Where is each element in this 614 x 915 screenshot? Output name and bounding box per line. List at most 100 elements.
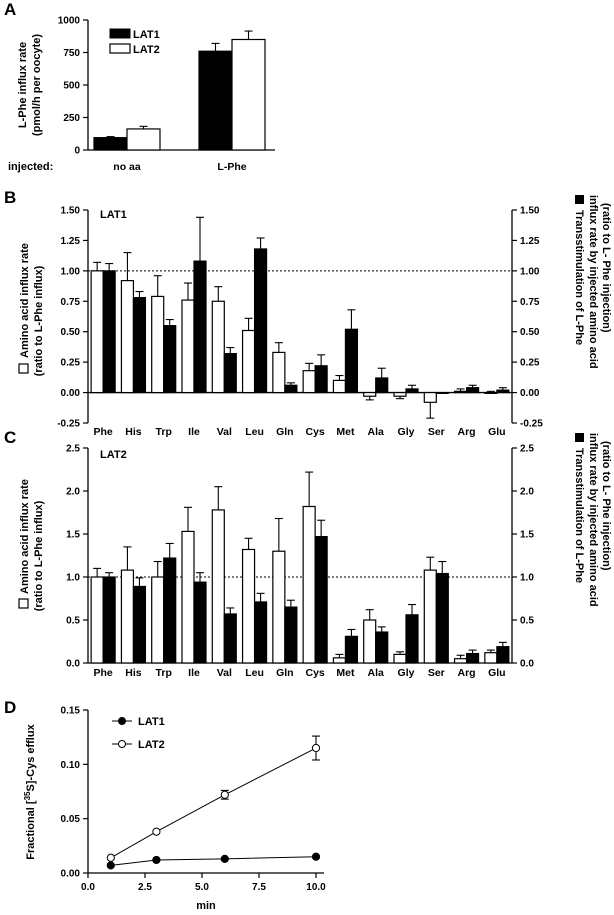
panel-c-bar-transstimulation <box>314 535 328 664</box>
panel-c-category-label: Ile <box>188 667 200 679</box>
panel-a-ytick-label: 250 <box>63 113 80 124</box>
panel-c-bar-transstimulation <box>375 631 389 664</box>
panel-c-category-label: Phe <box>94 667 113 679</box>
panel-c-category-label: Gln <box>276 667 294 679</box>
panel-c-category-label: Arg <box>458 667 476 679</box>
panel-c-category-label: Leu <box>245 667 264 679</box>
panel-c-ytick-right-label: 2.5 <box>520 444 534 455</box>
panel-b-bar-influx <box>272 351 286 394</box>
panel-b-bar-influx <box>484 391 498 394</box>
panel-b-category-label: Ala <box>368 426 385 438</box>
panel-c-category-label: Trp <box>156 667 172 679</box>
panel-d-ytick-label: 0.05 <box>61 814 81 825</box>
panel-b-category-label: Met <box>336 426 355 438</box>
panel-b-category-label: Ser <box>428 426 445 438</box>
panel-c-ylabel2-line2: influx rate by injected amino acid <box>587 433 599 607</box>
panel-b-bar-transstimulation <box>375 377 389 394</box>
panel-d-lat1-point <box>311 852 321 861</box>
panel-d-label: D <box>4 698 16 717</box>
panel-c-bar-transstimulation <box>223 613 237 664</box>
panel-a-xlabel: injected: <box>8 161 53 173</box>
panel-b-category-label: Glu <box>488 426 506 438</box>
panel-c-bar-transstimulation <box>102 576 116 664</box>
panel-b-ytick-left-label: 1.50 <box>61 206 81 217</box>
panel-a-category-label: L-Phe <box>217 161 246 173</box>
panel-b-ylabel2-line3: (ratio to L- Phe injection) <box>600 203 612 333</box>
panel-c-bar-influx <box>332 657 347 664</box>
panel-c-bar-influx <box>453 658 468 664</box>
panel-c-ytick-left-label: 0.5 <box>66 616 80 627</box>
panel-b-ytick-left-label: 0.00 <box>61 388 81 399</box>
panel-b-bar-influx <box>332 379 347 394</box>
panel-b-bar-transstimulation <box>344 328 359 394</box>
panel-b-category-label: Gly <box>398 426 415 438</box>
panel-c-category-label: Glu <box>488 667 506 679</box>
panel-b-category-label: Trp <box>156 426 172 438</box>
panel-c-bar-transstimulation <box>132 585 147 664</box>
panel-d-ylabel: Fractional [35S]-Cys efflux <box>23 723 38 859</box>
panel-b-ytick-right-label: 1.50 <box>520 206 540 217</box>
panel-c-bar-influx <box>90 576 104 664</box>
panel-a-ytick-label: 750 <box>63 48 80 59</box>
panel-d-xtick-label: 10.0 <box>306 882 326 893</box>
panel-d-lat1-point <box>152 855 161 865</box>
panel-d-xtick-label: 0.0 <box>81 882 95 893</box>
panel-c-ytick-right-label: 0.5 <box>520 616 534 627</box>
panel-d-lat2-point <box>311 743 321 753</box>
panel-a-category-label: no aa <box>113 161 141 173</box>
panel-d-lat1-point <box>220 854 229 863</box>
panel-b-ytick-right-label: 0.75 <box>520 297 540 308</box>
panel-c-ytick-right-label: 0.0 <box>520 659 534 670</box>
panel-b-bar-influx <box>393 391 407 397</box>
panel-b-category-label: Arg <box>458 426 476 438</box>
panel-d-ytick-label: 0.15 <box>61 706 81 717</box>
panel-b-bar-influx <box>151 295 165 394</box>
panel-c-bar-transstimulation <box>465 652 480 664</box>
panel-b-ytick-left-label: 0.75 <box>61 297 81 308</box>
panel-d-lat2-point <box>152 827 161 836</box>
panel-b-bar-transstimulation <box>284 384 298 394</box>
panel-d-chart: min Fractional [35S]-Cys efflux LAT1 LAT… <box>23 706 327 913</box>
panel-c-category-label: Met <box>336 667 355 679</box>
panel-a-bar-lat1 <box>93 137 128 151</box>
panel-b-ytick-left-label: 0.50 <box>61 327 81 338</box>
legend-lat1-text: LAT1 <box>138 716 165 728</box>
panel-b-label: B <box>4 188 16 207</box>
panel-a-ylabel-line2: (pmol/h per oocyte) <box>31 34 43 136</box>
panel-d-ylabel-part2: S]-Cys efflux <box>25 723 37 791</box>
panel-b-ytick-left-label: 1.00 <box>61 266 81 277</box>
panel-b-bar-transstimulation <box>223 353 237 394</box>
panel-b-ytick-right-label: 1.25 <box>520 236 540 247</box>
panel-c-bar-influx <box>241 548 256 664</box>
panel-c-ytick-right-label: 1.0 <box>520 573 534 584</box>
panel-a-ylabel-line1: L-Phe influx rate <box>17 42 29 128</box>
panel-b-bar-influx <box>90 270 104 394</box>
panel-c-bar-influx <box>120 569 135 664</box>
panel-d-lat2-point <box>106 853 115 862</box>
panel-c-category-label: Ala <box>368 667 385 679</box>
panel-b-bar-influx <box>363 391 377 397</box>
legend-lat2-label: LAT2 <box>133 44 160 56</box>
panel-b-ylabel2-line1: Transstimulation of L-Phe <box>573 210 585 345</box>
panel-c-bar-transstimulation <box>253 601 268 664</box>
panel-b-bar-transstimulation <box>163 325 177 394</box>
panel-c-bar-influx <box>151 576 165 664</box>
panel-c-ylabel-line2: (ratio to L-Phe influx) <box>33 500 45 611</box>
panel-d-xlabel: min <box>196 900 216 912</box>
panel-a-ytick-label: 1000 <box>58 16 81 27</box>
panel-d-xtick-label: 5.0 <box>195 882 209 893</box>
panel-c-ytick-left-label: 2.5 <box>66 444 80 455</box>
panel-a-bar-lat2 <box>126 128 161 151</box>
panel-b-category-label: Phe <box>94 426 113 438</box>
panel-c-bar-transstimulation <box>193 581 207 664</box>
panel-c-bar-influx <box>393 653 407 664</box>
panel-b-ylabel-line1: Amino acid influx rate <box>19 243 31 358</box>
panel-b-category-label: Cys <box>306 426 325 438</box>
panel-c-bar-transstimulation <box>496 646 510 664</box>
panel-b-category-label: Ile <box>188 426 200 438</box>
panel-c-bar-transstimulation <box>163 557 177 664</box>
panel-c-chart: LAT2 Amino acid influx rate (ratio to L-… <box>18 433 612 679</box>
panel-c-category-label: Gly <box>398 667 415 679</box>
panel-b-bar-transstimulation <box>132 297 147 394</box>
